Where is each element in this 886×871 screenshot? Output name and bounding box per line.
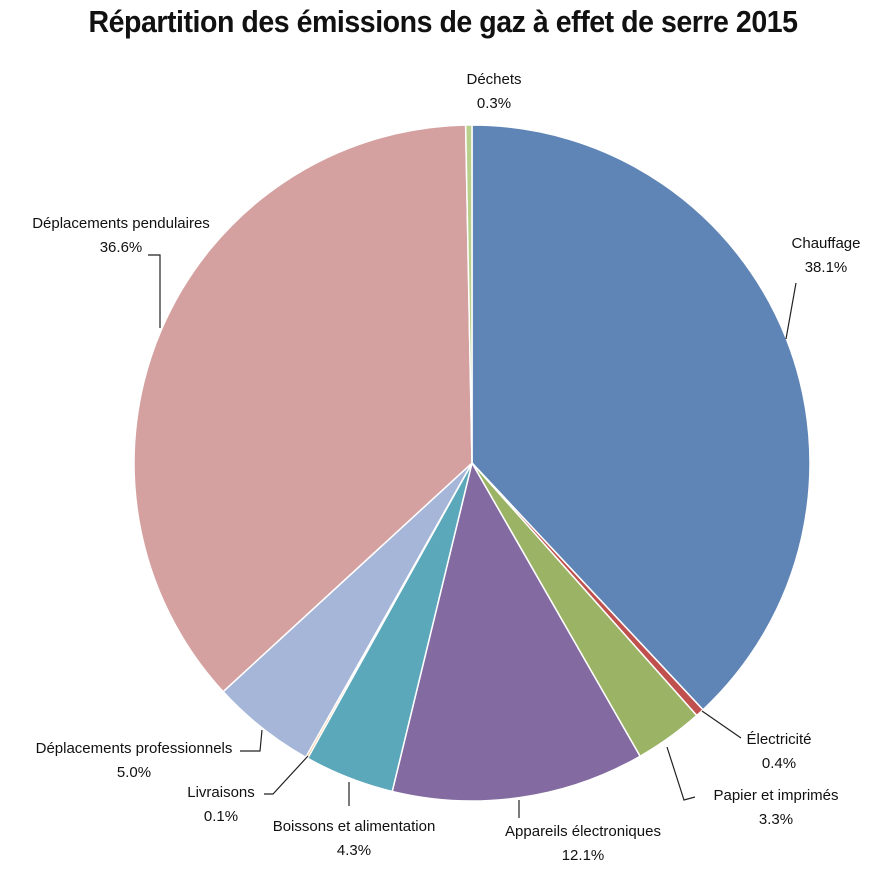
slice-value-deplacements-pendulaires: 36.6% (100, 239, 143, 256)
leader-line-deplacements-pendulaires (148, 254, 161, 328)
slice-value-livraisons: 0.1% (204, 808, 238, 825)
slice-label-deplacements-professionnels: Déplacements professionnels (36, 740, 233, 757)
pie-slice-deplacements-pendulaires (133, 124, 473, 693)
leader-line-papier-et-imprimes (666, 746, 696, 801)
label-leader-lines (148, 254, 797, 818)
slice-label-deplacements-pendulaires: Déplacements pendulaires (32, 215, 210, 232)
slice-value-papier-et-imprimes: 3.3% (759, 811, 793, 828)
leader-line-deplacements-professionnels (240, 729, 263, 752)
slice-label-electricite: Électricité (746, 731, 811, 748)
slice-label-dechets: Déchets (466, 71, 521, 88)
slice-value-chauffage: 38.1% (805, 259, 848, 276)
chart-title: Répartition des émissions de gaz à effet… (88, 4, 798, 39)
leader-line-chauffage (785, 282, 797, 340)
slice-label-livraisons: Livraisons (187, 784, 255, 801)
slice-value-appareils-electroniques: 12.1% (562, 847, 605, 864)
slice-label-boissons-et-alimentation: Boissons et alimentation (273, 818, 436, 835)
slice-value-boissons-et-alimentation: 4.3% (337, 842, 371, 859)
slice-label-appareils-electroniques: Appareils électroniques (505, 823, 661, 840)
leader-line-livraisons (264, 755, 309, 795)
pie-slices (133, 124, 811, 802)
slice-labels: Chauffage 38.1% Électricité 0.4% Papier et i… (32, 71, 860, 864)
pie-slice-appareils-electroniques (391, 462, 641, 802)
slice-label-chauffage: Chauffage (792, 235, 861, 252)
slice-label-papier-et-imprimes: Papier et imprimés (713, 787, 838, 804)
pie-slice-dechets (464, 124, 473, 464)
slice-value-electricite: 0.4% (762, 755, 796, 772)
leader-line-electricite (701, 710, 742, 739)
slice-value-deplacements-professionnels: 5.0% (117, 764, 151, 781)
slice-value-dechets: 0.3% (477, 95, 511, 112)
